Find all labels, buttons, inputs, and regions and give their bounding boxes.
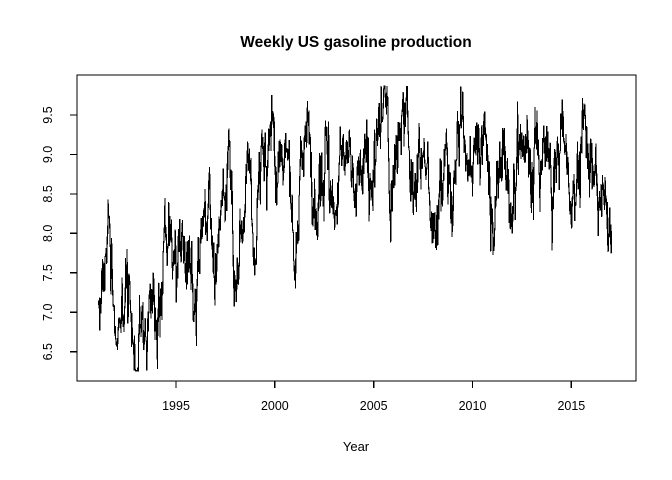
y-tick-label: 9.5 xyxy=(41,106,55,123)
y-tick-label: 7.0 xyxy=(41,304,55,321)
x-tick-label: 1995 xyxy=(162,399,190,413)
x-tick-label: 2015 xyxy=(557,399,585,413)
y-tick-label: 9.0 xyxy=(41,146,55,163)
chart-title: Weekly US gasoline production xyxy=(240,34,471,51)
x-tick-label: 2000 xyxy=(261,399,289,413)
x-axis: 1995 2000 2005 2010 2015 xyxy=(162,381,585,413)
x-axis-label: Year xyxy=(343,439,370,454)
data-series xyxy=(98,85,613,372)
y-axis: 6.5 7.0 7.5 8.0 8.5 9.0 9.5 xyxy=(41,106,77,360)
data-series-line xyxy=(98,85,613,372)
y-tick-label: 8.0 xyxy=(41,225,55,242)
y-tick-label: 6.5 xyxy=(41,343,55,360)
x-tick-label: 2005 xyxy=(360,399,388,413)
plot-border xyxy=(76,74,637,382)
y-tick-label: 7.5 xyxy=(41,264,55,281)
y-tick-label: 8.5 xyxy=(41,185,55,202)
x-tick-label: 2010 xyxy=(459,399,487,413)
